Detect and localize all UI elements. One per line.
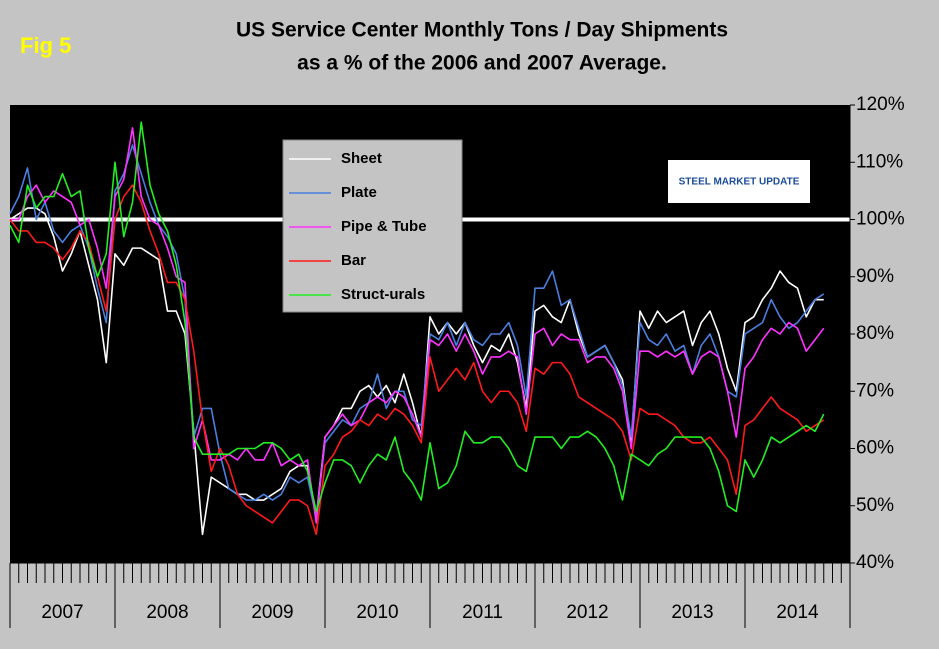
legend-label: Plate [341, 184, 377, 201]
x-group-label: 2009 [251, 602, 293, 623]
y-tick-label: 90% [856, 266, 894, 287]
series-line [10, 127, 825, 524]
y-tick-label: 100% [856, 209, 905, 230]
series-line [9, 184, 825, 536]
x-group-label: 2011 [462, 602, 503, 623]
y-tick-label: 120% [856, 94, 905, 115]
x-group-label: 2010 [356, 602, 398, 623]
legend-label: Bar [341, 252, 366, 269]
chart-title: US Service Center Monthly Tons / Day Shi… [236, 19, 728, 42]
y-tick-label: 40% [856, 552, 894, 573]
x-group-label: 2013 [671, 602, 713, 623]
y-tick-label: 110% [856, 151, 903, 172]
y-tick-label: 60% [856, 438, 894, 459]
legend-label: Sheet [341, 150, 382, 167]
x-group-label: 2014 [776, 602, 819, 623]
series-line [9, 207, 824, 536]
series-line [9, 121, 825, 513]
y-tick-label: 70% [856, 380, 894, 401]
logo-box [668, 160, 810, 203]
x-group-label: 2012 [566, 602, 608, 623]
logo-text: STEEL MARKET UPDATE [679, 177, 800, 188]
x-group-label: 2007 [41, 602, 83, 623]
y-tick-label: 50% [856, 495, 894, 516]
legend-box [282, 139, 463, 313]
series-line [9, 144, 825, 518]
legend-label: Pipe & Tube [341, 218, 427, 235]
y-tick-label: 80% [856, 323, 894, 344]
legend-label: Struct-urals [341, 286, 425, 303]
logo: STEEL MARKET UPDATE [668, 160, 810, 203]
x-group-label: 2008 [146, 602, 188, 623]
legend: Sheet Plate Pipe & Tube Bar Struct-urals [282, 139, 463, 313]
figure-label: Fig 5 [20, 33, 71, 58]
chart-subtitle: as a % of the 2006 and 2007 Average. [297, 52, 667, 75]
